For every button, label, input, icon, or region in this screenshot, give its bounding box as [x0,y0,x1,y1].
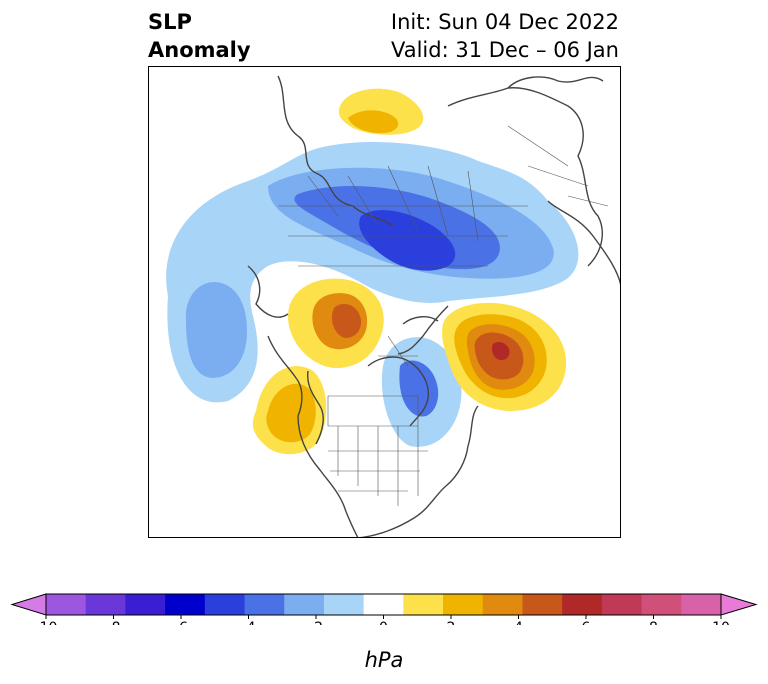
map-frame [148,66,621,538]
init-date: Init: Sun 04 Dec 2022 [390,10,619,34]
colorbar-cell [165,594,206,615]
colorbar-tick-label: 6 [582,620,591,625]
borders [278,125,609,506]
map-title: SLP Anomaly [148,8,251,64]
north-high-core [348,110,399,134]
colorbar-cell [46,594,87,615]
colorbar-cell [323,594,365,615]
anomaly-map [148,66,621,538]
colorbar-tick-label: -10 [35,620,58,625]
coastal-high-core [266,383,316,443]
valid-range: Valid: 31 Dec – 06 Jan [390,38,619,62]
colorbar-tick-label: -4 [242,620,256,625]
colorbar-cell [403,594,444,615]
colorbar-cell [125,594,166,615]
atlantic-high-core [491,341,510,361]
colorbar-cell [522,594,563,615]
colorbar-unit-label: hPa [364,648,404,672]
colorbar-cell [562,594,603,615]
colorbar-tick-label: -8 [107,620,121,625]
title-line-1: SLP [148,10,192,34]
colorbar-cells [10,593,758,616]
colorbar-tick-label: -2 [309,620,323,625]
colorbar-tick-label: 4 [514,620,523,625]
colorbar-cell [601,594,643,615]
colorbar-tick-label: -6 [174,620,188,625]
colorbar-cell [681,594,722,615]
western-high-core [331,303,362,338]
coastlines [247,75,621,538]
colorbar-extend-min [10,593,47,616]
colorbar-cell [204,594,246,615]
colorbar-tick-label: 2 [447,620,456,625]
eurasian-low-core [359,210,456,271]
map-subtitle: Init: Sun 04 Dec 2022 Valid: 31 Dec – 06… [391,8,619,64]
colorbar-cell [482,594,523,615]
colorbar-cell [85,594,126,615]
colorbar-tick-label: 8 [649,620,658,625]
colorbar-cell [284,594,325,615]
colorbar-cell [443,594,484,615]
colorbar-extend-max [720,593,758,616]
pacific-low-core [185,281,248,378]
title-line-2: Anomaly [148,38,251,62]
colorbar-ticks: -10 -8 -6 -4 -2 0 2 4 6 8 10 [35,615,730,625]
colorbar-cell [244,594,285,615]
colorbar-tick-label: 10 [712,620,730,625]
colorbar: -10 -8 -6 -4 -2 0 2 4 6 8 10 [10,593,758,625]
colorbar-cell [363,594,404,615]
colorbar-tick-label: 0 [379,620,388,625]
canada-low-core [399,360,439,417]
colorbar-cell [641,594,682,615]
